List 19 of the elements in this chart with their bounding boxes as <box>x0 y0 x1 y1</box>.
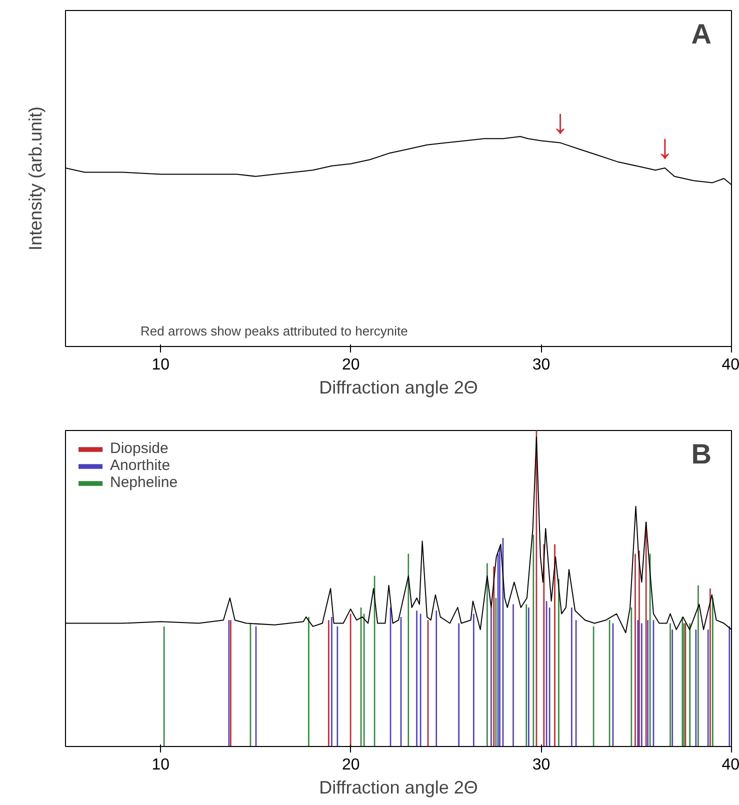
legend-label: Diopside <box>110 440 168 457</box>
annotation: B <box>691 438 712 470</box>
legend-label: Anorthite <box>110 457 170 474</box>
x-tick-label: 40 <box>722 356 739 374</box>
x-tick-label: 40 <box>722 756 739 774</box>
legend-label: Nepheline <box>110 474 178 491</box>
x-tick-label: 10 <box>152 756 170 774</box>
x-tick-label: 20 <box>342 756 360 774</box>
y-axis-title: Intensity (arb.unit) <box>26 106 46 251</box>
x-tick-label: 10 <box>152 356 170 374</box>
annotation: ↓ <box>552 102 569 141</box>
x-tick-label: 30 <box>532 356 550 374</box>
x-axis-title: Diffraction angle 2Θ <box>319 778 478 798</box>
x-tick-label: 30 <box>532 756 550 774</box>
x-tick-label: 20 <box>342 356 360 374</box>
x-axis-title: Diffraction angle 2Θ <box>319 378 478 398</box>
annotation: ↓ <box>656 128 674 166</box>
text: A <box>691 18 712 50</box>
annotation: Red arrows show peaks attributed to hercynite <box>140 324 408 338</box>
